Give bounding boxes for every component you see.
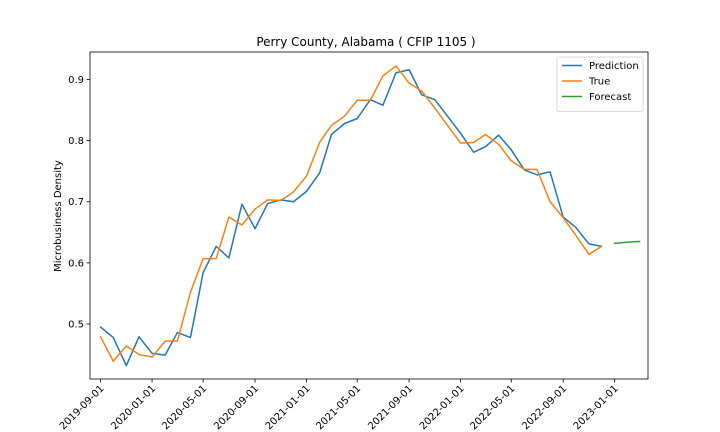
legend-box (556, 56, 644, 112)
y-tick-label: 0.9 (68, 75, 84, 86)
legend-label-forecast: Forecast (589, 92, 631, 103)
series-line-prediction (99, 68, 603, 367)
plot-area (99, 65, 641, 367)
y-tick-label: 0.6 (68, 258, 84, 269)
y-tick-label: 0.7 (68, 197, 84, 208)
series-line-true (99, 65, 603, 363)
y-axis-label: Microbusiness Density (53, 160, 64, 272)
axes-frame (89, 51, 649, 380)
y-tick-label: 0.5 (68, 319, 84, 330)
series-line-forecast (613, 240, 641, 245)
legend-label-true: True (588, 77, 610, 88)
legend-label-prediction: Prediction (589, 61, 639, 72)
legend: Prediction True Forecast (556, 56, 644, 112)
y-tick-label: 0.8 (68, 136, 84, 147)
chart-title: Perry County, Alabama ( CFIP 1105 ) (256, 35, 475, 49)
